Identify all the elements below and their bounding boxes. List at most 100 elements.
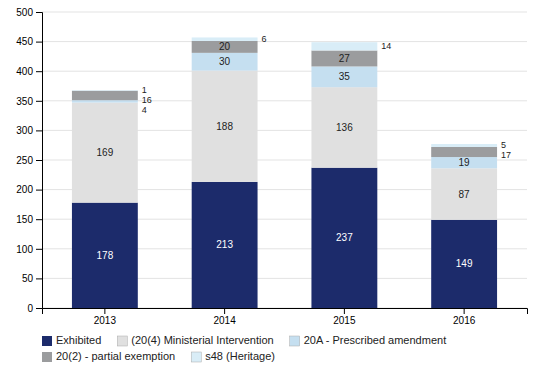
y-tick-label: 0: [27, 303, 33, 314]
y-tick-mark: [36, 219, 42, 220]
data-label: 20: [219, 41, 231, 52]
data-label: 35: [339, 71, 351, 82]
grid-line: [42, 41, 527, 42]
y-tick-label: 150: [16, 214, 33, 225]
bar: [192, 53, 258, 71]
y-tick: 450: [16, 36, 42, 47]
grid-line: [42, 12, 527, 13]
data-label: 4: [142, 105, 147, 115]
y-tick: 250: [16, 155, 42, 166]
x-tick-label: 2013: [94, 315, 117, 326]
bar: [192, 71, 258, 182]
data-label: 213: [216, 239, 233, 250]
y-tick-mark: [36, 101, 42, 102]
bar: [431, 220, 497, 308]
data-label: 30: [219, 56, 231, 67]
bar: [72, 103, 138, 203]
plot: 2013201420152016050100150200250300350400…: [16, 7, 527, 326]
grid-line: [42, 71, 527, 72]
x-tick-label: 2014: [213, 315, 236, 326]
x-tick-mark: [464, 308, 465, 314]
data-label: 19: [459, 157, 471, 168]
bar: [431, 157, 497, 168]
y-tick-mark: [36, 130, 42, 131]
legend-item: Exhibited: [42, 334, 101, 346]
series: [72, 37, 497, 147]
y-tick: 200: [16, 184, 42, 195]
legend-item: (20(4) Ministerial Intervention: [117, 334, 273, 346]
legend-label: 20A - Prescribed amendment: [304, 334, 446, 346]
bars: [72, 37, 497, 308]
data-label: 87: [459, 189, 471, 200]
grid: [42, 12, 527, 308]
legend-item: s48 (Heritage): [191, 350, 275, 362]
legend-item: 20(2) - partial exemption: [42, 350, 175, 362]
bar: [431, 147, 497, 157]
y-tick: 350: [16, 96, 42, 107]
data-label: 178: [97, 250, 114, 261]
legend-label: (20(4) Ministerial Intervention: [131, 334, 273, 346]
bar: [311, 168, 377, 308]
legend: Exhibited (20(4) Ministerial Intervention…: [42, 334, 446, 362]
bar: [431, 144, 497, 147]
y-tick-mark: [36, 308, 42, 309]
legend-swatch: [42, 336, 52, 346]
y-axis: 0 50 100 150 200 250 300 350 400 450 500: [16, 7, 42, 314]
series: [72, 41, 497, 157]
y-tick-mark: [36, 249, 42, 250]
legend-swatch: [42, 352, 52, 362]
x-tick: 2013: [94, 308, 117, 326]
x-tick-label: 2015: [333, 315, 356, 326]
x-tick-mark: [344, 308, 345, 314]
y-tick: 100: [16, 244, 42, 255]
y-tick-mark: [36, 278, 42, 279]
y-tick: 50: [22, 273, 42, 284]
bar: [192, 182, 258, 308]
bar: [72, 90, 138, 92]
legend-label: 20(2) - partial exemption: [56, 350, 175, 362]
series: [72, 53, 497, 168]
x-tick: 2015: [333, 308, 356, 326]
x-tick-label: 2016: [453, 315, 476, 326]
data-label: 14: [381, 41, 391, 51]
legend-swatch: [290, 336, 300, 346]
x-tick-mark: [104, 308, 105, 314]
legend-swatch: [117, 336, 127, 346]
data-label: 188: [216, 121, 233, 132]
bar: [72, 91, 138, 100]
data-label: 136: [336, 122, 353, 133]
bar: [311, 66, 377, 87]
data-label: 169: [97, 147, 114, 158]
data-label: 1: [142, 85, 147, 95]
y-tick-mark: [36, 190, 42, 191]
series: [72, 71, 497, 220]
y-tick: 500: [16, 7, 42, 18]
data-label: 5: [501, 140, 506, 150]
y-tick-label: 50: [22, 273, 34, 284]
data-label: 149: [456, 258, 473, 269]
bar: [311, 87, 377, 168]
data-label: 6: [262, 34, 267, 44]
legend-label: s48 (Heritage): [205, 350, 275, 362]
x-tick: 2016: [453, 308, 476, 326]
y-tick-label: 350: [16, 96, 33, 107]
bar: [192, 41, 258, 53]
y-tick-label: 400: [16, 66, 33, 77]
legend-swatch: [191, 352, 201, 362]
chart: Exhibited (20(4) Ministerial Intervention…: [0, 0, 541, 372]
y-tick-mark: [36, 42, 42, 43]
x-axis-line: [43, 309, 528, 315]
y-tick-mark: [36, 160, 42, 161]
y-tick-label: 100: [16, 244, 33, 255]
y-tick-label: 450: [16, 36, 33, 47]
y-tick-label: 300: [16, 125, 33, 136]
data-label: 16: [142, 95, 152, 105]
x-tick-mark: [224, 308, 225, 314]
data-label: 27: [339, 53, 351, 64]
data-label: 237: [336, 232, 353, 243]
y-tick: 300: [16, 125, 42, 136]
bar: [72, 100, 138, 102]
legend-label: Exhibited: [56, 334, 101, 346]
bar: [311, 50, 377, 66]
legend-item: 20A - Prescribed amendment: [290, 334, 446, 346]
